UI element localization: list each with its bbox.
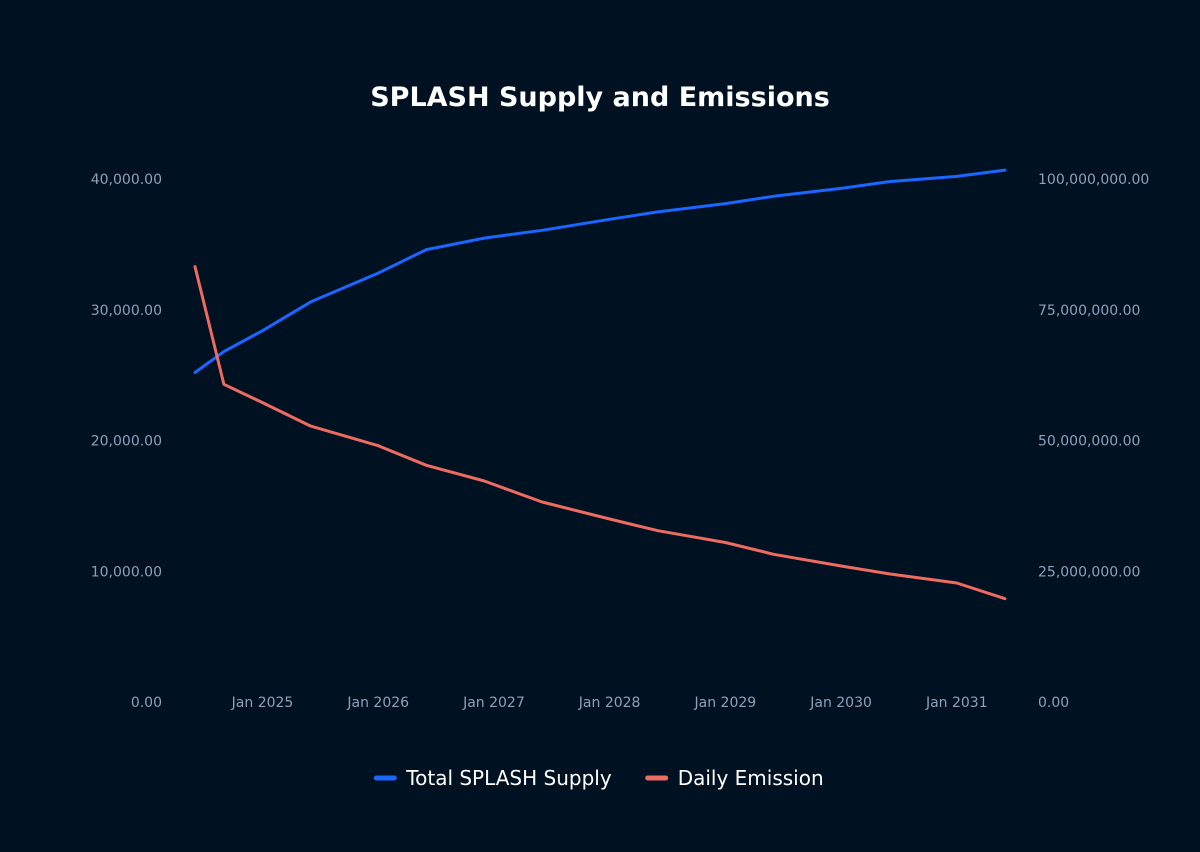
right-axis: 0.00 25,000,000.00 50,000,000.00 75,000,000…: [1038, 172, 1149, 711]
left-tick-label: 10,000.00: [91, 564, 162, 580]
x-axis: Jan 2025 Jan 2026 Jan 2027 Jan 2028 Jan 2029…: [231, 695, 988, 711]
left-axis: 0.00 10,000.00 20,000.00 30,000.00 40,000.00: [91, 172, 162, 711]
left-tick-label: 20,000.00: [91, 434, 162, 450]
x-tick-label: Jan 2025: [231, 695, 294, 711]
right-tick-label: 75,000,000.00: [1038, 303, 1140, 319]
series-line-total-splash-supply: [193, 168, 1007, 374]
legend-item-daily-emission[interactable]: Daily Emission: [645, 766, 824, 790]
series-layer: [193, 168, 1007, 601]
left-tick-label: 30,000.00: [91, 303, 162, 319]
legend-item-total-splash-supply[interactable]: Total SPLASH Supply: [373, 766, 612, 790]
left-tick-label: 0.00: [131, 695, 162, 711]
legend-label: Daily Emission: [678, 766, 824, 790]
x-tick-label: Jan 2030: [809, 695, 872, 711]
x-tick-label: Jan 2026: [346, 695, 409, 711]
right-tick-label: 100,000,000.00: [1038, 172, 1149, 188]
right-tick-label: 50,000,000.00: [1038, 434, 1140, 450]
x-tick-label: Jan 2028: [578, 695, 641, 711]
right-tick-label: 25,000,000.00: [1038, 564, 1140, 580]
left-tick-label: 40,000.00: [91, 172, 162, 188]
series-line-daily-emission: [193, 265, 1007, 601]
legend[interactable]: Total SPLASH Supply Daily Emission: [373, 766, 824, 790]
x-tick-label: Jan 2031: [925, 695, 988, 711]
legend-label: Total SPLASH Supply: [405, 766, 612, 790]
right-tick-label: 0.00: [1038, 695, 1069, 711]
x-tick-label: Jan 2027: [462, 695, 525, 711]
chart-title: SPLASH Supply and Emissions: [370, 82, 830, 113]
x-tick-label: Jan 2029: [694, 695, 757, 711]
